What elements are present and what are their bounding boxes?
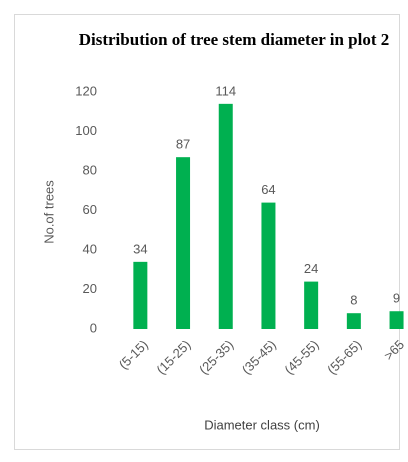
x-axis-label: Diameter class (cm)	[204, 417, 320, 432]
y-tick-label: 40	[83, 241, 97, 256]
data-label: 64	[261, 182, 275, 197]
data-label: 114	[215, 83, 236, 98]
x-tick-label: (15-25)	[153, 337, 193, 377]
y-tick-label: 100	[75, 123, 97, 138]
y-axis-label: No.of trees	[41, 180, 56, 244]
x-tick-label: (35-45)	[239, 337, 279, 377]
x-tick-label: (45-55)	[281, 337, 321, 377]
bar	[346, 313, 361, 329]
data-label: 34	[133, 241, 147, 256]
bar	[304, 281, 319, 329]
y-tick-label: 120	[75, 83, 97, 98]
x-tick-label: (55-65)	[324, 337, 364, 377]
bar	[218, 103, 233, 329]
data-label: 87	[176, 137, 190, 152]
chart-title: Distribution of tree stem diameter in pl…	[78, 30, 390, 49]
x-tick-label: (5-15)	[116, 337, 151, 372]
y-tick-label: 60	[83, 202, 97, 217]
bar	[176, 157, 191, 329]
bar	[261, 202, 276, 329]
x-tick-label: >65	[381, 337, 407, 363]
y-tick-label: 0	[90, 320, 97, 335]
data-label: 9	[393, 291, 400, 306]
y-tick-label: 20	[83, 281, 97, 296]
y-tick-label: 80	[83, 162, 97, 177]
bar	[389, 311, 404, 329]
data-label: 24	[304, 261, 318, 276]
x-tick-label: (25-35)	[196, 337, 236, 377]
bar	[133, 261, 148, 329]
chart-frame	[14, 14, 400, 450]
data-label: 8	[350, 293, 357, 308]
